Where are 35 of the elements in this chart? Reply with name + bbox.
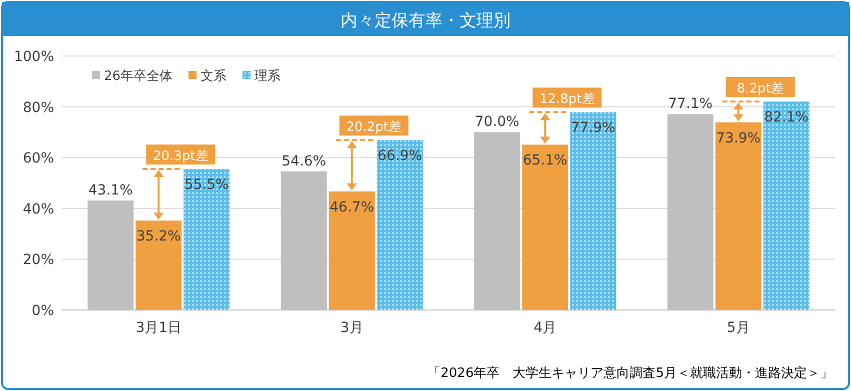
data-label: 77.1%: [668, 96, 713, 112]
data-label: 55.5%: [184, 177, 229, 194]
bar: [184, 169, 230, 310]
legend-label: 文系: [200, 69, 227, 84]
data-label: 54.6%: [282, 153, 326, 170]
text: 「2026年卒 大学生キャリア意向調査5月＜就職活動・進路決定＞」: [428, 366, 833, 381]
data-label: 66.9%: [378, 148, 422, 164]
data-label: 65.1%: [522, 152, 568, 169]
data-label: 35.2%: [136, 228, 181, 245]
annotation: 20.2pt差: [346, 120, 402, 136]
data-label: 46.7%: [330, 199, 374, 216]
y-tick-label: 100%: [14, 49, 54, 65]
annotation: 20.3pt差: [152, 149, 208, 164]
y-tick-label: 80%: [22, 100, 54, 116]
data-label: 73.9%: [716, 130, 761, 146]
bar: [376, 140, 423, 310]
data-label: 70.0%: [474, 114, 520, 130]
x-tick-label: 3月: [340, 320, 364, 336]
y-tick-label: 0%: [32, 303, 54, 319]
data-label: 82.1%: [764, 109, 809, 126]
chart-title: 内々定保有率・文理別: [340, 11, 510, 31]
bar: [763, 101, 810, 310]
y-tick-label: 40%: [22, 201, 54, 218]
legend-label: 理系: [254, 69, 281, 84]
x-tick-label: 3月1日: [136, 320, 182, 336]
annotation: 12.8pt差: [539, 92, 595, 108]
x-tick-label: 4月: [534, 320, 557, 336]
annotation: 8.2pt差: [736, 81, 784, 96]
data-label: 77.9%: [570, 120, 616, 136]
y-tick-label: 20%: [22, 252, 54, 268]
data-label: 43.1%: [88, 182, 133, 199]
legend-label: 26年卒全体: [104, 69, 173, 84]
y-tick-label: 60%: [22, 150, 54, 167]
bar: [570, 112, 616, 310]
x-tick-label: 5月: [726, 320, 750, 336]
